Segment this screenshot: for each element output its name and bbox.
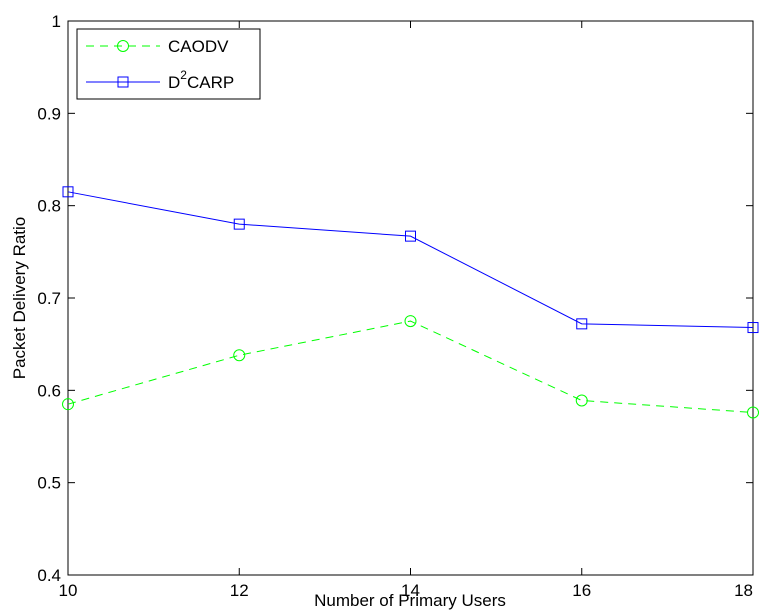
legend-label-d2carp-superscript: 2	[180, 68, 187, 82]
series-layer	[62, 186, 759, 419]
legend-marker-caodv	[117, 40, 129, 52]
series-line-caodv	[67, 320, 754, 413]
data-point-caodv	[747, 406, 759, 419]
y-tick-label: 0.5	[37, 474, 61, 493]
y-tick-label: 0.4	[37, 566, 61, 585]
legend-box	[76, 28, 261, 100]
data-point-d2carp	[233, 218, 245, 230]
legend-label-d2carp-base: D	[168, 73, 180, 92]
data-point-caodv	[404, 315, 417, 328]
legend-label-d2carp: D2CARP	[168, 68, 234, 92]
x-tick-label: 14	[401, 581, 420, 600]
y-tick-label: 0.9	[37, 104, 61, 123]
data-point-d2carp	[405, 230, 416, 242]
data-point-caodv	[575, 394, 588, 407]
x-axis-label: Number of Primary Users	[314, 591, 506, 610]
legend-marker-d2carp	[117, 76, 129, 88]
y-tick-label: 1	[52, 12, 61, 31]
y-axis-ticks: 0.4 0.5 0.6 0.7 0.8 0.9 1	[37, 12, 753, 585]
x-axis-ticks: 10 12 14 16 18	[59, 21, 754, 600]
x-tick-label: 10	[59, 581, 78, 600]
data-point-caodv	[233, 349, 246, 362]
data-point-d2carp	[576, 318, 588, 330]
data-point-d2carp	[62, 186, 74, 198]
y-tick-label: 0.8	[37, 197, 61, 216]
legend-entry-caodv: CAODV	[86, 37, 229, 56]
data-point-d2carp	[747, 322, 759, 334]
legend: CAODV D2CARP	[76, 28, 261, 100]
y-tick-label: 0.6	[37, 381, 61, 400]
x-tick-label: 16	[572, 581, 591, 600]
plot-area	[67, 20, 754, 576]
legend-entry-d2carp: D2CARP	[86, 68, 234, 92]
x-tick-label: 12	[230, 581, 249, 600]
legend-label-d2carp-rest: CARP	[187, 73, 234, 92]
legend-label-caodv: CAODV	[168, 37, 229, 56]
data-point-caodv	[62, 398, 74, 411]
series-line-d2carp	[67, 191, 754, 329]
x-tick-label: 18	[734, 581, 753, 600]
y-tick-label: 0.7	[37, 289, 61, 308]
y-axis-label: Packet Delivery Ratio	[10, 217, 29, 380]
